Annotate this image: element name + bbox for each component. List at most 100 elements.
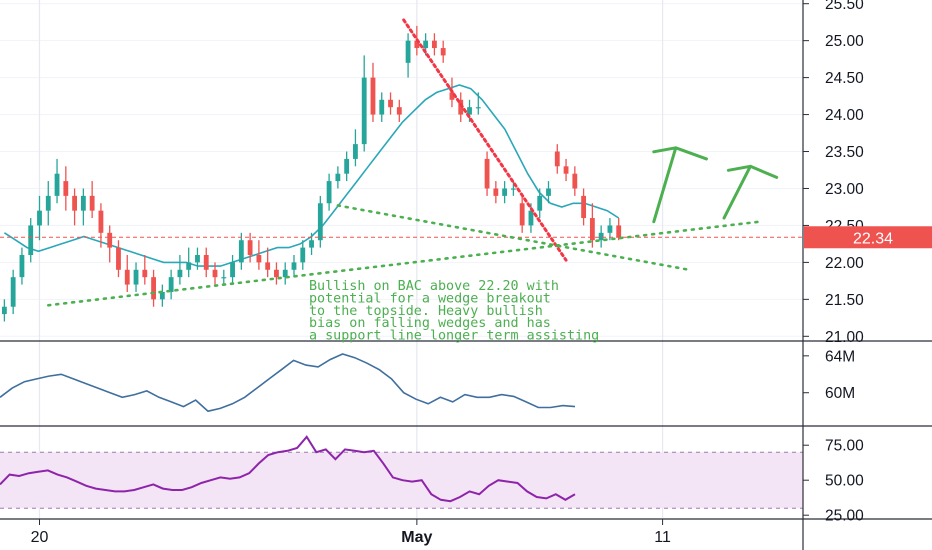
candle-body[interactable] (282, 269, 288, 278)
candle-body[interactable] (238, 240, 244, 263)
candle-body[interactable] (431, 40, 437, 49)
candle-body[interactable] (195, 255, 200, 263)
candle-body[interactable] (563, 166, 569, 174)
candle-body[interactable] (54, 173, 60, 196)
trend-line-long_term_support[interactable] (46, 220, 761, 307)
time-tick-label: May (401, 529, 432, 546)
candle-body[interactable] (510, 188, 516, 190)
candle-body[interactable] (28, 225, 34, 255)
candle-body[interactable] (124, 269, 130, 285)
annotation-text[interactable]: Bullish on BAC above 22.20 withpotential… (309, 279, 599, 344)
volume-path (0, 353, 576, 413)
price-tick-label: 25.00 (825, 33, 864, 50)
candle-body[interactable] (493, 188, 499, 196)
candle-body[interactable] (72, 195, 78, 211)
candle-body[interactable] (221, 277, 227, 279)
candle-body[interactable] (274, 269, 279, 278)
price-tick-label: 21.50 (825, 292, 864, 309)
trend-lines[interactable] (46, 18, 761, 307)
candle-body[interactable] (45, 195, 51, 211)
candle-body[interactable] (361, 77, 367, 145)
candle-body[interactable] (589, 218, 595, 241)
candle-body[interactable] (203, 255, 209, 270)
time-tick-label: 11 (654, 529, 671, 546)
candle-body[interactable] (484, 158, 490, 189)
candle-body[interactable] (116, 247, 121, 270)
volume-tick-label: 60M (825, 385, 855, 402)
candle-body[interactable] (265, 262, 271, 270)
candle-body[interactable] (309, 240, 314, 248)
candle-body[interactable] (414, 40, 420, 49)
price-tick-label: 24.00 (825, 107, 864, 124)
candle-body[interactable] (370, 77, 376, 115)
candle-body[interactable] (89, 195, 95, 211)
breakout-arrows[interactable] (652, 146, 779, 224)
annotation-line: bias on falling wedges and has (309, 316, 551, 331)
candle-body[interactable] (80, 195, 86, 211)
candle-body[interactable] (63, 181, 69, 196)
candle-body[interactable] (107, 232, 113, 248)
candle-body[interactable] (19, 255, 25, 278)
candle-body[interactable] (546, 188, 551, 196)
candle-body[interactable] (37, 210, 42, 226)
candle-body[interactable] (1, 306, 7, 315)
candle-body[interactable] (326, 181, 332, 204)
candle-body[interactable] (335, 173, 341, 182)
candle-body[interactable] (168, 277, 174, 292)
trend-line-wedge_support_upper[interactable] (336, 204, 691, 272)
rsi-line (0, 435, 576, 503)
breakout-arrow[interactable] (652, 146, 708, 224)
volume-tick-label: 64M (825, 348, 855, 365)
price-tick-label: 22.00 (825, 255, 864, 272)
candle-body[interactable] (528, 210, 534, 226)
candle-body[interactable] (186, 262, 192, 270)
candle-body[interactable] (159, 291, 165, 300)
candle-body[interactable] (300, 247, 306, 263)
candle-body[interactable] (537, 195, 543, 211)
candle-body[interactable] (581, 195, 587, 219)
candle-body[interactable] (396, 107, 402, 115)
candle-body[interactable] (502, 188, 508, 196)
candle-body[interactable] (256, 255, 262, 263)
candle-body[interactable] (353, 144, 358, 159)
candle-body[interactable] (405, 40, 411, 63)
candle-body[interactable] (388, 99, 393, 108)
candle-body[interactable] (291, 262, 297, 270)
candle-body[interactable] (133, 269, 139, 285)
candle-body[interactable] (598, 232, 604, 241)
candle-body[interactable] (212, 269, 218, 278)
candle-body[interactable] (467, 107, 472, 115)
candle-body[interactable] (317, 203, 323, 241)
candle-body[interactable] (98, 210, 104, 233)
last-price-label: 22.34 (853, 230, 893, 247)
candle-body[interactable] (151, 277, 156, 300)
candle-body[interactable] (142, 269, 148, 278)
time-axis[interactable]: 20 May 11 (31, 519, 671, 546)
price-tick-label: 23.00 (825, 181, 864, 198)
candle-body[interactable] (572, 173, 578, 189)
candle-body[interactable] (230, 262, 235, 278)
candle-body[interactable] (344, 158, 350, 174)
candle-body[interactable] (379, 99, 385, 115)
candle-body[interactable] (616, 225, 622, 238)
candle-body[interactable] (554, 151, 560, 167)
candlesticks[interactable] (0, 25, 803, 322)
candle-body[interactable] (423, 40, 429, 49)
candle-body[interactable] (177, 269, 183, 278)
trend-line-falling_wedge_resistance[interactable] (402, 18, 568, 262)
candle-body[interactable] (475, 107, 481, 109)
candle-body[interactable] (10, 277, 16, 307)
candle-body[interactable] (247, 240, 253, 255)
candle-body[interactable] (449, 92, 455, 100)
candle-body[interactable] (440, 48, 446, 56)
candle-body[interactable] (607, 225, 613, 233)
chart-grid (0, 0, 803, 518)
candle-body[interactable] (458, 99, 464, 115)
price-axis[interactable]: 25.5025.0024.5024.0023.5023.0022.5022.00… (803, 0, 864, 525)
breakout-arrow[interactable] (722, 164, 779, 220)
price-tick-label: 25.50 (825, 0, 864, 13)
last-price-badge (804, 226, 932, 249)
candle-body[interactable] (519, 203, 525, 226)
